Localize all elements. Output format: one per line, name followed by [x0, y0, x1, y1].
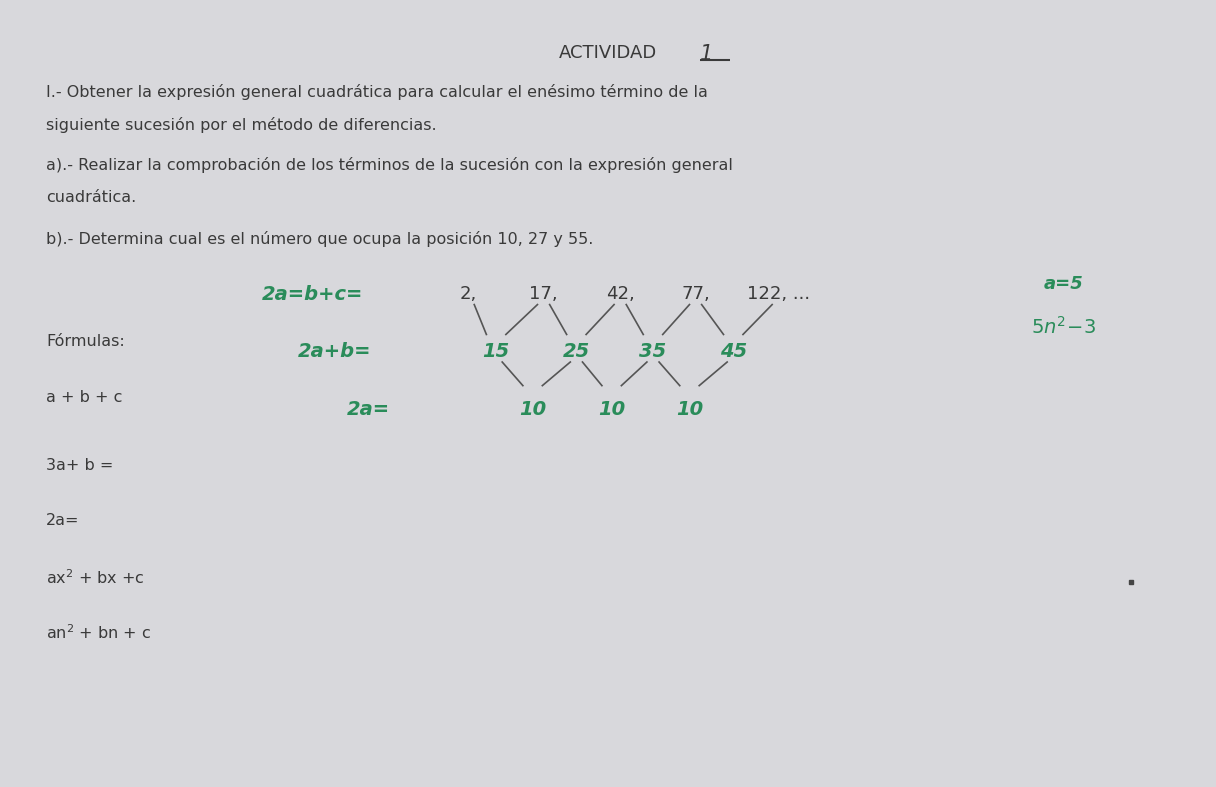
- Text: 10: 10: [598, 400, 625, 419]
- Text: Fórmulas:: Fórmulas:: [46, 334, 125, 349]
- Text: ax$^2$ + bx +c: ax$^2$ + bx +c: [46, 568, 145, 587]
- Text: 42,: 42,: [606, 285, 635, 303]
- Text: a).- Realizar la comprobación de los términos de la sucesión con la expresión ge: a).- Realizar la comprobación de los tér…: [46, 157, 733, 173]
- Text: cuadrática.: cuadrática.: [46, 190, 136, 205]
- Text: I.- Obtener la expresión general cuadrática para calcular el enésimo término de : I.- Obtener la expresión general cuadrát…: [46, 84, 708, 100]
- Text: 3a+ b =: 3a+ b =: [46, 458, 113, 473]
- Text: 77,: 77,: [681, 285, 710, 303]
- Text: 1: 1: [700, 44, 714, 64]
- Text: 2a=b+c=: 2a=b+c=: [261, 285, 362, 304]
- Text: 2a=: 2a=: [46, 513, 80, 528]
- Text: 2a+b=: 2a+b=: [298, 342, 371, 361]
- Text: 10: 10: [676, 400, 703, 419]
- Text: 10: 10: [519, 400, 546, 419]
- Text: b).- Determina cual es el número que ocupa la posición 10, 27 y 55.: b).- Determina cual es el número que ocu…: [46, 231, 593, 247]
- Text: 2a=: 2a=: [347, 400, 389, 419]
- Text: 25: 25: [563, 342, 590, 361]
- Text: 45: 45: [720, 342, 747, 361]
- Text: a + b + c: a + b + c: [46, 390, 123, 405]
- Text: a=5: a=5: [1045, 275, 1083, 294]
- Text: siguiente sucesión por el método de diferencias.: siguiente sucesión por el método de dife…: [46, 117, 437, 133]
- Text: 15: 15: [483, 342, 510, 361]
- Text: 17,: 17,: [529, 285, 558, 303]
- Text: ACTIVIDAD: ACTIVIDAD: [559, 44, 657, 62]
- Text: $5n^2\!-\!3$: $5n^2\!-\!3$: [1031, 316, 1097, 338]
- Text: 35: 35: [640, 342, 666, 361]
- Text: 122, ...: 122, ...: [747, 285, 810, 303]
- Text: 2,: 2,: [460, 285, 477, 303]
- Text: an$^2$ + bn + c: an$^2$ + bn + c: [46, 623, 151, 642]
